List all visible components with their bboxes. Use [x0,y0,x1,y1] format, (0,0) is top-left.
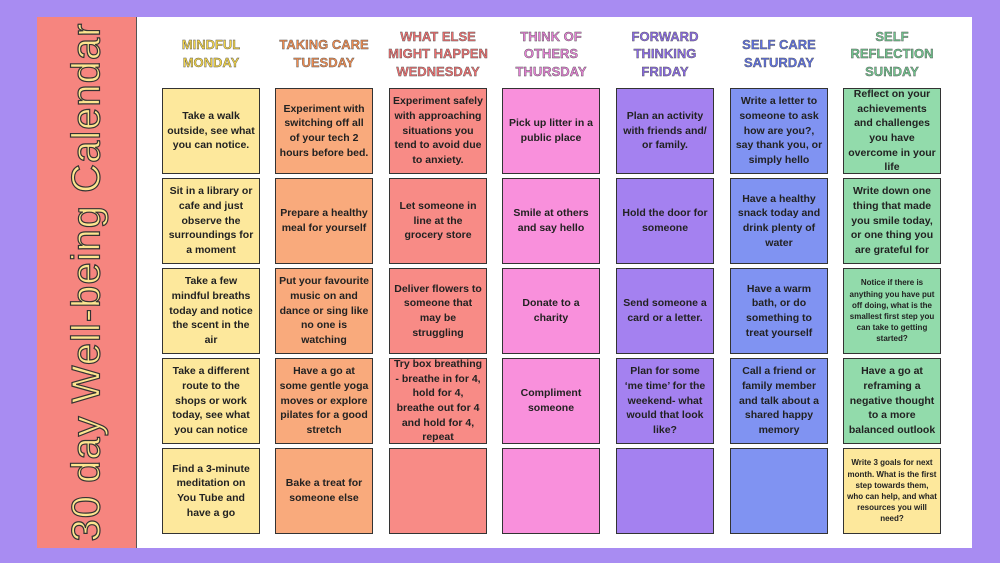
day-card: Take a different route to the shops or w… [162,358,260,444]
day-card [730,448,828,534]
day-card: Let someone in line at the grocery store [389,178,487,264]
column-header: MINDFUL MONDAY [181,37,241,70]
day-card: Reflect on your achievements and challen… [843,88,941,174]
day-card: Try box breathing - breathe in for 4, ho… [389,358,487,444]
day-card: Send someone a card or a letter. [616,268,714,354]
day-card: Put your favourite music on and dance or… [275,268,373,354]
column-header: SELF CARE SATURDAY [742,37,816,70]
day-card: Prepare a healthy meal for yourself [275,178,373,264]
day-card: Have a warm bath, or do something to tre… [730,268,828,354]
title-band [37,17,137,548]
day-card: Smile at others and say hello [502,178,600,264]
day-card [389,448,487,534]
day-card: Experiment with switching off all of you… [275,88,373,174]
title: 30 day Well-being Calendar [64,22,109,542]
day-card: Deliver flowers to someone that may be s… [389,268,487,354]
day-card: Sit in a library or cafe and just observ… [162,178,260,264]
day-card [616,448,714,534]
day-card: Take a few mindful breaths today and not… [162,268,260,354]
day-card: Experiment safely with approaching situa… [389,88,487,174]
day-card: Plan for some ‘me time’ for the weekend-… [616,358,714,444]
day-card: Pick up litter in a public place [502,88,600,174]
column-header: SELF REFLECTION SUNDAY [850,28,934,79]
day-card: Find a 3-minute meditation on You Tube a… [162,448,260,534]
day-card: Compliment someone [502,358,600,444]
day-card: Have a healthy snack today and drink ple… [730,178,828,264]
day-card [502,448,600,534]
day-card: Donate to a charity [502,268,600,354]
column-header: FORWARD THINKING FRIDAY [631,28,699,79]
day-card: Notice if there is anything you have put… [843,268,941,354]
column-header: TAKING CARE TUESDAY [279,37,369,70]
day-card: Write down one thing that made you smile… [843,178,941,264]
day-card: Have a go at reframing a negative though… [843,358,941,444]
day-card: Have a go at some gentle yoga moves or e… [275,358,373,444]
day-card: Write a letter to someone to ask how are… [730,88,828,174]
day-card: Bake a treat for someone else [275,448,373,534]
day-card: Plan an activity with friends and/ or fa… [616,88,714,174]
column-header: WHAT ELSE MIGHT HAPPEN WEDNESDAY [388,28,488,79]
day-card: Hold the door for someone [616,178,714,264]
day-card: Take a walk outside, see what you can no… [162,88,260,174]
day-card: Write 3 goals for next month. What is th… [843,448,941,534]
column-header: THINK OF OTHERS THURSDAY [515,28,587,79]
day-card: Call a friend or family member and talk … [730,358,828,444]
